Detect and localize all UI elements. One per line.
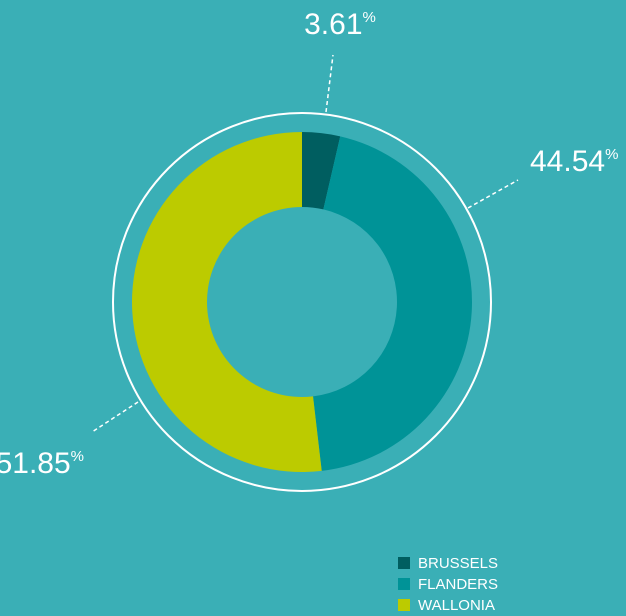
donut-segment (131, 132, 322, 472)
legend-label: BRUSSELS (418, 555, 498, 572)
legend-label: FLANDERS (418, 576, 498, 593)
value-number: 44.54 (530, 145, 605, 178)
value-label: 3.61% (304, 8, 376, 41)
donut-segment (302, 132, 341, 210)
leader-line (325, 54, 334, 113)
legend-swatch (398, 599, 410, 611)
legend-swatch (398, 578, 410, 590)
legend-swatch (398, 557, 410, 569)
value-number: 51.85 (0, 447, 71, 480)
donut-segment (313, 136, 473, 471)
outer-ring (112, 112, 492, 492)
value-unit: % (605, 146, 618, 163)
leader-line (91, 401, 139, 433)
value-label: 44.54% (530, 145, 618, 178)
value-label: 51.85% (0, 447, 84, 480)
leader-line (467, 179, 519, 209)
legend-label: WALLONIA (418, 597, 495, 614)
value-unit: % (363, 9, 376, 26)
value-unit: % (71, 448, 84, 465)
value-number: 3.61 (304, 8, 362, 41)
